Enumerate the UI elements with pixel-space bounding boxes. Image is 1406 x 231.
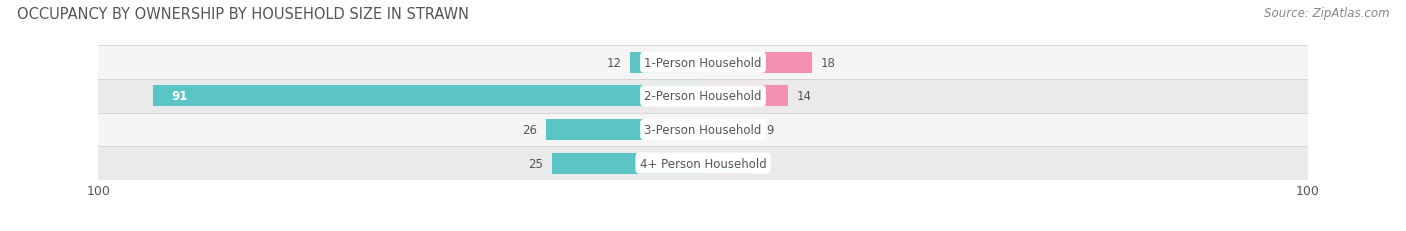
- Text: 3-Person Household: 3-Person Household: [644, 123, 762, 137]
- Text: 91: 91: [172, 90, 187, 103]
- Text: 2-Person Household: 2-Person Household: [644, 90, 762, 103]
- Bar: [551, 153, 703, 174]
- Bar: [98, 147, 1308, 180]
- Bar: [98, 80, 1308, 113]
- Bar: [98, 46, 1308, 80]
- Bar: [546, 120, 703, 140]
- Bar: [703, 120, 758, 140]
- Text: 14: 14: [797, 90, 811, 103]
- Text: 4+ Person Household: 4+ Person Household: [640, 157, 766, 170]
- Bar: [98, 113, 1308, 147]
- Text: 9: 9: [766, 123, 773, 137]
- Text: OCCUPANCY BY OWNERSHIP BY HOUSEHOLD SIZE IN STRAWN: OCCUPANCY BY OWNERSHIP BY HOUSEHOLD SIZE…: [17, 7, 468, 22]
- Text: 25: 25: [527, 157, 543, 170]
- Bar: [703, 153, 751, 174]
- Bar: [153, 86, 703, 107]
- Text: 26: 26: [522, 123, 537, 137]
- Text: Source: ZipAtlas.com: Source: ZipAtlas.com: [1264, 7, 1389, 20]
- Text: 12: 12: [606, 56, 621, 70]
- Text: 1-Person Household: 1-Person Household: [644, 56, 762, 70]
- Text: 8: 8: [761, 157, 768, 170]
- Bar: [703, 86, 787, 107]
- Text: 18: 18: [821, 56, 835, 70]
- Bar: [703, 53, 811, 73]
- Bar: [630, 53, 703, 73]
